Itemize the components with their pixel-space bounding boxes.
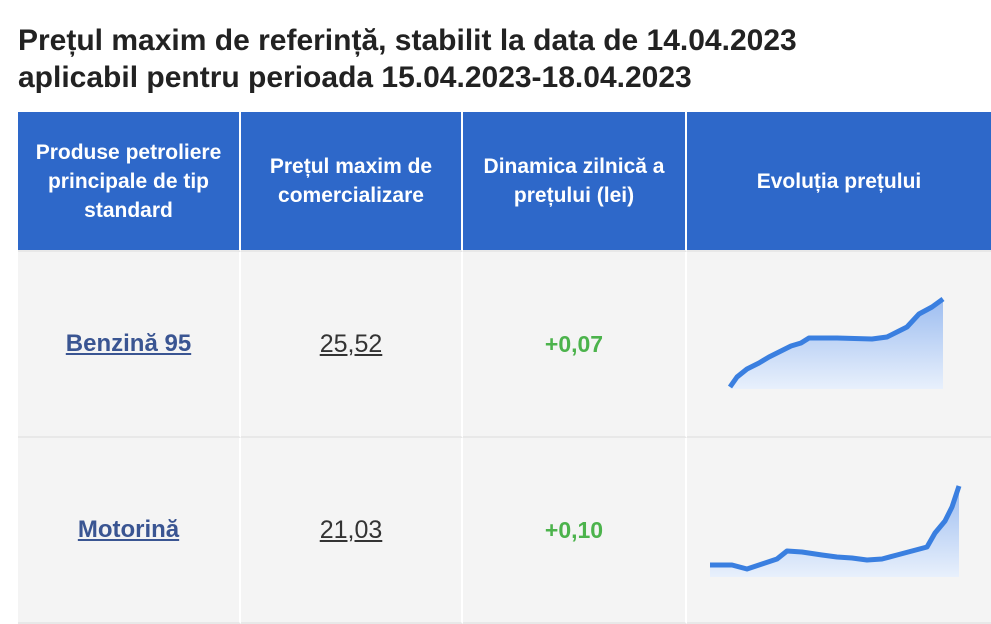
sparkline-cell xyxy=(687,438,991,624)
header-cell: Evoluția prețului xyxy=(687,112,991,252)
header-cell: Produse petroliere principale de tip sta… xyxy=(18,112,241,252)
title-line: aplicabil pentru perioada 15.04.2023-18.… xyxy=(18,61,692,94)
price-cell: 25,52 xyxy=(241,252,463,438)
title-line: Prețul maxim de referință, stabilit la d… xyxy=(18,24,797,57)
sparkline-line xyxy=(727,296,945,389)
header-row: Produse petroliere principale de tip sta… xyxy=(18,112,991,252)
sparkline-area xyxy=(710,486,959,577)
sparkline-area xyxy=(730,299,943,389)
sparkline xyxy=(710,485,962,577)
table-row: Motorină 21,03 +0,10 xyxy=(18,438,991,624)
product-cell: Motorină xyxy=(18,438,241,624)
price-table: Produse petroliere principale de tip sta… xyxy=(18,112,991,624)
product-cell: Benzină 95 xyxy=(18,252,241,438)
price-link[interactable]: 25,52 xyxy=(319,329,383,358)
product-link[interactable]: Benzină 95 xyxy=(65,330,192,357)
sparkline-line xyxy=(710,485,962,572)
header-cell: Prețul maxim de comercializare xyxy=(241,112,463,252)
page-body: Prețul maxim de referință, stabilit la d… xyxy=(18,22,991,624)
sparkline-cell xyxy=(687,252,991,438)
dynamic-value: +0,07 xyxy=(544,330,604,357)
price-link[interactable]: 21,03 xyxy=(319,515,383,544)
price-cell: 21,03 xyxy=(241,438,463,624)
header-cell: Dinamica zilnică a prețului (lei) xyxy=(463,112,687,252)
title: Prețul maxim de referință, stabilit la d… xyxy=(18,22,797,96)
product-link[interactable]: Motorină xyxy=(77,516,180,543)
dynamic-cell: +0,10 xyxy=(463,438,687,624)
dynamic-value: +0,10 xyxy=(544,516,604,543)
page: {"title": ["Prețul maxim de referință, s… xyxy=(18,22,991,624)
table-row: Benzină 95 25,52 +0,07 xyxy=(18,252,991,438)
dynamic-cell: +0,07 xyxy=(463,252,687,438)
sparkline xyxy=(727,296,945,389)
